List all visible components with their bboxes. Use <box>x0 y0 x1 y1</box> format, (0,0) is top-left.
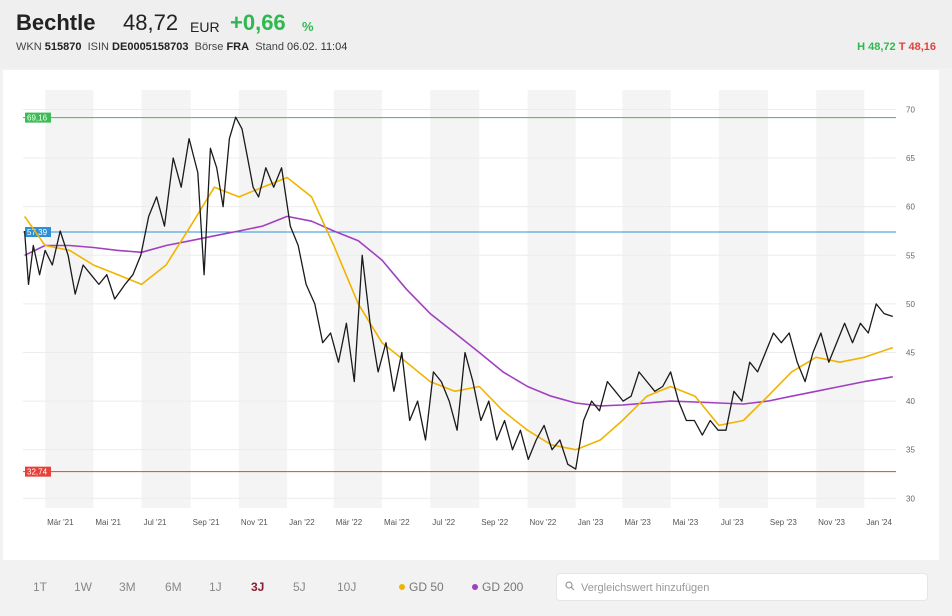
x-tick-label: Nov '22 <box>530 518 557 527</box>
range-button-6m[interactable]: 6M <box>165 580 182 594</box>
range-button-3j[interactable]: 3J <box>251 580 265 594</box>
reference-label: 69,16 <box>27 114 48 123</box>
gd200-label: GD 200 <box>482 580 524 594</box>
month-band <box>622 90 671 508</box>
x-tick-label: Mär '21 <box>47 518 74 527</box>
range-button-1w[interactable]: 1W <box>74 580 92 594</box>
gd50-dot-icon <box>399 584 405 590</box>
reference-label: 32,74 <box>27 468 48 477</box>
price-change-unit: % <box>302 19 314 34</box>
compare-input[interactable] <box>579 578 913 598</box>
x-tick-label: Nov '21 <box>241 518 268 527</box>
day-high: H 48,72 <box>857 41 896 53</box>
y-tick-label: 55 <box>906 251 915 260</box>
y-tick-label: 60 <box>906 203 915 212</box>
exchange-label: Börse <box>194 41 224 53</box>
x-tick-label: Mär '23 <box>624 518 651 527</box>
exchange-value: FRA <box>226 41 250 53</box>
x-tick-label: Jul '22 <box>432 518 455 527</box>
compare-search[interactable] <box>556 573 928 601</box>
month-band <box>527 90 576 508</box>
stock-name: Bechtle <box>16 10 96 35</box>
x-tick-label: Sep '21 <box>193 518 220 527</box>
gd50-toggle[interactable]: GD 50 <box>399 580 444 594</box>
x-tick-label: Mai '23 <box>673 518 699 527</box>
isin-label: ISIN <box>87 41 109 53</box>
high-low: H 48,72 T 48,16 <box>857 41 936 53</box>
y-tick-label: 65 <box>906 154 915 163</box>
stock-price: 48,72 <box>123 10 179 35</box>
y-tick-label: 45 <box>906 348 915 357</box>
reference-badge <box>25 112 51 123</box>
x-tick-label: Jul '21 <box>144 518 167 527</box>
month-band <box>718 90 768 508</box>
wkn-label: WKN <box>16 41 42 53</box>
reference-badge <box>25 466 51 477</box>
quote-header: Bechtle 48,72 EUR +0,66 % WKN 515870 ISI… <box>0 0 952 68</box>
series-line-kurs <box>23 116 894 470</box>
y-tick-label: 70 <box>906 105 915 114</box>
y-tick-label: 40 <box>906 397 915 406</box>
wkn-value: 515870 <box>44 41 82 53</box>
month-band <box>333 90 383 508</box>
gd200-toggle[interactable]: GD 200 <box>472 580 523 594</box>
stand-value: 06.02. 11:04 <box>287 41 348 53</box>
gd200-dot-icon <box>472 584 478 590</box>
price-chart[interactable]: 30 35 40 45 50 55 60 65 70 Mär '21 Mai '21 Jul '21 S… <box>3 70 939 560</box>
month-band <box>430 90 480 508</box>
day-low: T 48,16 <box>898 41 936 53</box>
x-tick-label: Mai '22 <box>384 518 410 527</box>
x-tick-label: Mär '22 <box>336 518 363 527</box>
price-change: +0,66 <box>230 10 286 35</box>
reference-badge <box>25 227 51 238</box>
range-button-1t[interactable]: 1T <box>33 580 48 594</box>
x-tick-label: Sep '22 <box>481 518 508 527</box>
search-icon <box>565 581 575 591</box>
series-line-gd-50 <box>23 176 894 451</box>
month-band <box>45 90 94 508</box>
x-tick-label: Sep '23 <box>770 518 797 527</box>
x-tick-label: Jul '23 <box>721 518 744 527</box>
y-tick-label: 35 <box>906 446 915 455</box>
series-line-gd-200 <box>24 215 893 407</box>
x-tick-label: Jan '22 <box>289 518 315 527</box>
chart-toolbar: 1T 1W 3M 6M 1J 3J 5J 10J GD 50 GD 200 <box>3 565 939 611</box>
stand-label: Stand <box>255 41 284 53</box>
range-button-5j[interactable]: 5J <box>293 580 306 594</box>
isin-value: DE0005158703 <box>112 41 189 53</box>
reference-label: 57,39 <box>27 228 48 237</box>
y-tick-label: 50 <box>906 300 915 309</box>
month-band <box>816 90 865 508</box>
chart-area[interactable]: 30 35 40 45 50 55 60 65 70 Mär '21 Mai '21 Jul '21 S… <box>3 70 939 560</box>
gd50-label: GD 50 <box>409 580 444 594</box>
month-band <box>238 90 288 508</box>
x-tick-label: Jan '24 <box>866 518 892 527</box>
x-tick-label: Jan '23 <box>578 518 604 527</box>
x-tick-label: Nov '23 <box>818 518 845 527</box>
price-currency: EUR <box>190 19 220 35</box>
range-button-1j[interactable]: 1J <box>209 580 222 594</box>
y-tick-label: 30 <box>906 494 915 503</box>
month-band <box>141 90 191 508</box>
range-button-3m[interactable]: 3M <box>119 580 136 594</box>
x-tick-label: Mai '21 <box>95 518 121 527</box>
range-button-10j[interactable]: 10J <box>337 580 357 594</box>
stock-meta: WKN 515870 ISIN DE0005158703 Börse FRA S… <box>16 41 347 53</box>
